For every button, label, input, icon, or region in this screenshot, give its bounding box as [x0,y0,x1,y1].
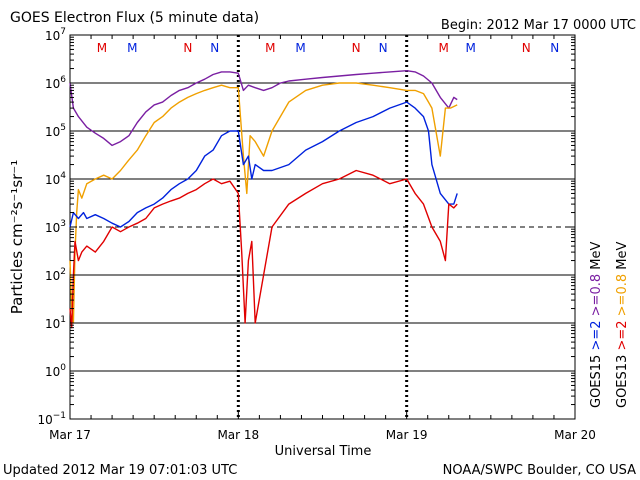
day-dividers [236,35,409,419]
mn-marker: M [127,41,137,55]
grid-lines [70,82,575,372]
legend-text: GOES13 >=2 >=0.8 MeV [615,242,630,408]
begin-time: Begin: 2012 Mar 17 0000 UTC [441,18,636,33]
y-tick-label: 105 [45,123,66,139]
mn-marker: N [550,41,559,55]
mn-marker: N [379,41,388,55]
y-axis-label: Particles cm⁻²s⁻¹sr⁻¹ [8,160,26,314]
series-line [69,82,458,324]
x-tick-label: Mar 18 [217,428,259,442]
legend-entry: GOES15 >=2 >=0.8 MeV [589,242,604,408]
y-tick-label: 101 [45,315,66,331]
mn-marker: N [210,41,219,55]
mn-marker: N [522,41,531,55]
series-line [69,169,458,329]
mn-marker: M [439,41,449,55]
chart-title: GOES Electron Flux (5 minute data) [10,10,259,26]
x-axis-label: Universal Time [275,444,372,459]
x-tick-label: Mar 17 [49,428,91,442]
legend-entry: GOES13 >=2 >=0.8 MeV [615,242,630,408]
series-line [69,101,458,228]
y-tick-label: 102 [45,267,66,283]
mn-marker: N [352,41,361,55]
y-tick-label: 100 [45,363,66,379]
y-tick-label: 104 [45,171,66,187]
x-tick-label: Mar 19 [386,428,428,442]
updated-time: Updated 2012 Mar 19 07:01:03 UTC [3,463,237,478]
mn-marker: M [97,41,107,55]
credit: NOAA/SWPC Boulder, CO USA [443,463,636,478]
y-axis-ticks: 10−1 100 101 102 103 104 105 106 107 [37,27,575,427]
y-tick-label: 106 [45,75,66,91]
mn-marker: M [265,41,275,55]
x-axis-ticks: Mar 17 Mar 18 Mar 19 Mar 20 [49,35,596,442]
y-tick-label: 107 [45,27,66,43]
series-line [69,70,458,147]
mn-marker: M [465,41,475,55]
legend: GOES15 >=2 >=0.8 MeV GOES13 >=2 >=0.8 MeV [589,242,630,408]
mn-marker: N [183,41,192,55]
y-tick-label: 103 [45,219,66,235]
legend-text: GOES15 >=2 >=0.8 MeV [589,242,604,408]
x-tick-label: Mar 20 [554,428,596,442]
y-tick-label: 10−1 [37,411,66,427]
mn-marker: M [295,41,305,55]
data-series [69,70,458,329]
